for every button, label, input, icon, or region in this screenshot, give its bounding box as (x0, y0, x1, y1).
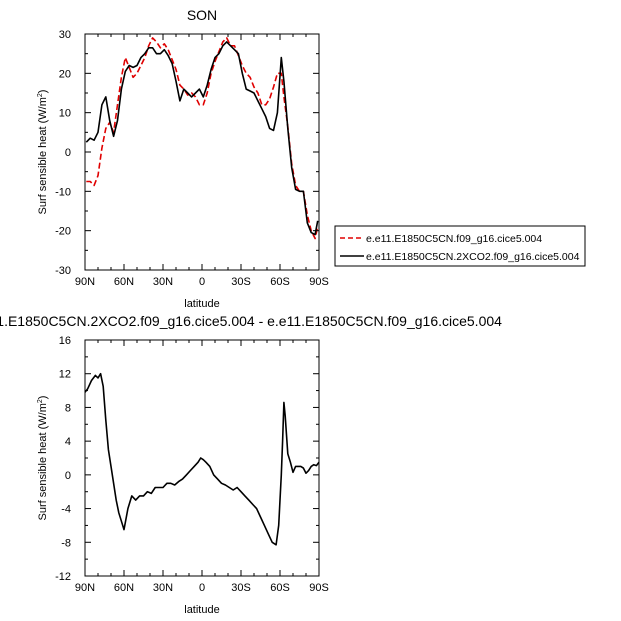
y-tick-label: 20 (59, 68, 71, 80)
x-tick-label: 60N (114, 276, 134, 288)
x-tick-label: 90S (309, 582, 329, 594)
y-tick-label: -10 (55, 186, 71, 198)
chart-bottom: e.e11.E1850C5CN.2XCO2.f09_g16.cice5.004 … (0, 313, 502, 616)
x-tick-label: 0 (199, 582, 205, 594)
x-tick-label: 90S (309, 276, 329, 288)
series-line-a (86, 37, 319, 240)
chart-bottom-axes: 90N 60N 30N 0 30S 60S 90S -12 -8 -4 0 4 8 12 16 (55, 335, 329, 594)
chart-bottom-xlabel: latitude (184, 604, 219, 616)
chart-bottom-series-group (84, 372, 320, 546)
y-tick-label: 0 (65, 147, 71, 159)
chart-top-title: SON (187, 7, 217, 23)
x-tick-label: 30N (153, 276, 173, 288)
legend-label-2xco2: e.e11.E1850C5CN.2XCO2.f09_g16.cice5.004 (366, 251, 580, 263)
y-tick-label: 16 (59, 335, 71, 347)
y-tick-label: 12 (59, 369, 71, 381)
y-tick-label: 0 (65, 470, 71, 482)
chart-top: SON 90N 60N 30N 0 30S 60S 90S-30-20-100102030 … (37, 7, 586, 310)
y-tick-label: 4 (65, 436, 71, 448)
chart-top-ylabel: Surf sensible heat (W/m2) (37, 90, 49, 215)
chart-top-xlabel: latitude (184, 298, 219, 310)
y-tick-label: 10 (59, 108, 71, 120)
y-tick-label: 8 (65, 402, 71, 414)
chart-bottom-title: e.e11.E1850C5CN.2XCO2.f09_g16.cice5.004 … (0, 313, 502, 329)
x-tick-label: 30N (153, 582, 173, 594)
y-tick-label: -30 (55, 265, 71, 277)
x-tick-label: 60N (114, 582, 134, 594)
x-tick-label: 60S (270, 276, 290, 288)
y-tick-label: -4 (61, 504, 71, 516)
chart-top-axes: 90N 60N 30N 0 30S 60S 90S -30 -20 -10 0 10 20 30 (55, 29, 329, 288)
chart-top-plot-frame (84, 33, 320, 271)
x-tick-label: 90N (75, 276, 95, 288)
chart-top-series-group (85, 37, 319, 240)
y-tick-label: 30 (59, 29, 71, 41)
y-tick-label: -12 (55, 571, 71, 583)
x-tick-label: 0 (199, 276, 205, 288)
series-line-a (84, 372, 320, 546)
legend-label-control: e.e11.E1850C5CN.f09_g16.cice5.004 (366, 233, 542, 245)
x-tick-label: 90N (75, 582, 95, 594)
chart-top-legend: e.e11.E1850C5CN.f09_g16.cice5.004 e.e11.… (334, 225, 586, 267)
series-line-b (85, 41, 319, 236)
x-tick-label: 30S (231, 276, 251, 288)
legend-box (334, 225, 586, 267)
y-tick-label: -20 (55, 226, 71, 238)
x-tick-label: 60S (270, 582, 290, 594)
chart-bottom-ylabel: Surf sensible heat (W/m2) (37, 396, 49, 521)
y-tick-label: -8 (61, 537, 71, 549)
x-tick-label: 30S (231, 582, 251, 594)
